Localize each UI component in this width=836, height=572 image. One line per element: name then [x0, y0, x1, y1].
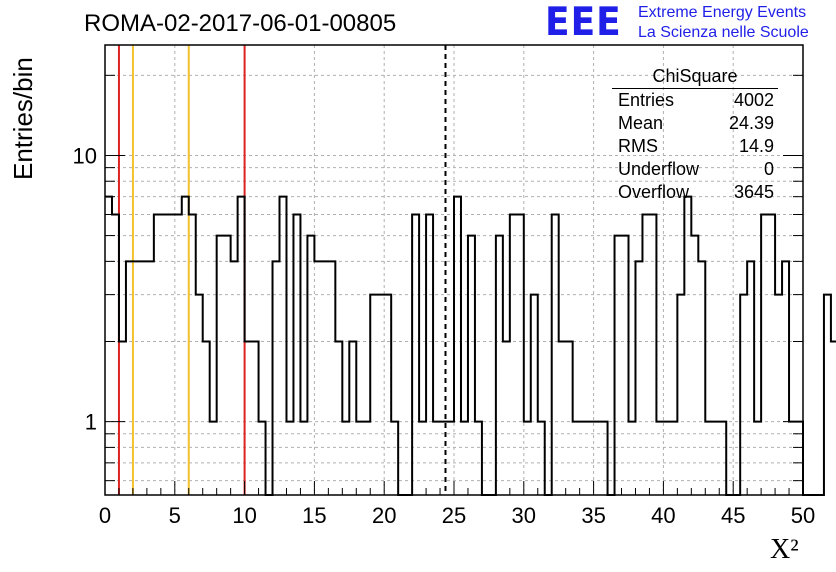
stats-value: 0: [763, 159, 774, 179]
stats-label: Overflow: [618, 182, 690, 202]
reference-lines: [117, 45, 447, 495]
stats-box: ChiSquare Entries 4002 Mean 24.39 RMS 14…: [612, 66, 778, 204]
x-tick-label: 50: [791, 503, 815, 528]
stats-row-entries: Entries 4002: [612, 89, 778, 112]
stats-title: ChiSquare: [612, 66, 778, 89]
stats-value: 3645: [733, 182, 774, 202]
y-tick-label: 1: [85, 410, 97, 435]
x-tick-label: 30: [512, 503, 536, 528]
stats-row-overflow: Overflow 3645: [612, 181, 778, 204]
stats-value: 14.9: [738, 136, 774, 156]
x-tick-label: 20: [372, 503, 396, 528]
logo-line-1: Extreme Energy Events: [638, 4, 807, 21]
chart-title: ROMA-02-2017-06-01-00805: [84, 10, 397, 37]
axis-tick-labels: 0 5 10 15 20 25 30 35 40 45 50 1 10: [73, 143, 816, 528]
x-axis-label: X²: [770, 534, 799, 565]
logo-line-2: La Scienza nelle Scuole: [638, 24, 809, 41]
stats-value: 24.39: [728, 113, 774, 133]
y-tick-label: 10: [73, 143, 97, 168]
stats-label: Underflow: [618, 159, 700, 179]
eee-logo: EEE: [545, 0, 622, 46]
axis-ticks: [104, 74, 804, 495]
histogram-step-line: [105, 195, 836, 496]
stats-label: Entries: [618, 90, 675, 110]
x-tick-label: 35: [581, 503, 605, 528]
stats-value: 4002: [733, 90, 774, 110]
stats-row-rms: RMS 14.9: [612, 135, 778, 158]
stats-row-underflow: Underflow 0: [612, 158, 778, 181]
stats-row-mean: Mean 24.39: [612, 112, 778, 135]
stats-label: Mean: [618, 113, 664, 133]
eee-logo-mark: EEE: [545, 0, 622, 46]
y-axis-label: Entries/bin: [8, 57, 38, 180]
x-tick-label: 25: [442, 503, 466, 528]
x-tick-label: 10: [232, 503, 256, 528]
x-tick-label: 45: [721, 503, 745, 528]
x-tick-label: 40: [651, 503, 675, 528]
stats-label: RMS: [618, 136, 658, 156]
x-tick-label: 15: [302, 503, 326, 528]
x-tick-label: 0: [99, 503, 111, 528]
x-tick-label: 5: [169, 503, 181, 528]
